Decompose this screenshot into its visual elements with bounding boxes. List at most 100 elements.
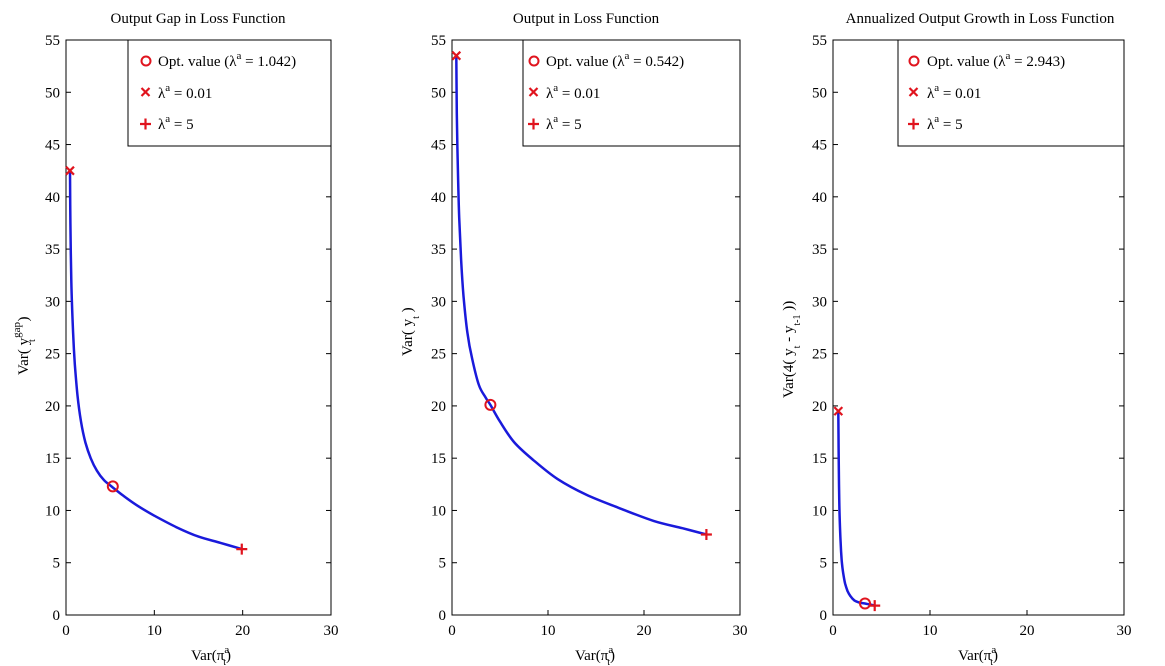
legend: Opt. value (λa = 2.943) λa = 0.01 λa = 5 bbox=[897, 39, 1125, 147]
x-tick-label: 30 bbox=[733, 623, 748, 639]
y-tick-label: 0 bbox=[53, 608, 61, 624]
legend-low: λa = 0.01 bbox=[528, 82, 600, 102]
y-tick-label: 5 bbox=[53, 556, 61, 572]
y-tick-label: 25 bbox=[812, 347, 827, 363]
high-lambda-marker bbox=[869, 600, 881, 612]
circle-marker-icon bbox=[528, 55, 540, 67]
legend-label-opt: Opt. value (λa = 2.943) bbox=[927, 50, 1065, 70]
panel-annualized-output-growth: Annualized Output Growth in Loss Functio… bbox=[781, 11, 1132, 666]
y-tick-label: 50 bbox=[431, 85, 446, 101]
y-tick-label: 20 bbox=[45, 399, 60, 415]
axes: 0 10 20 30 0 5 10 15 20 25 30 35 40 45 50 55 bbox=[45, 33, 339, 639]
y-tick-label: 10 bbox=[45, 503, 60, 519]
y-tick-label: 45 bbox=[431, 138, 446, 154]
y-tick-label: 5 bbox=[439, 556, 447, 572]
y-tick-label: 35 bbox=[45, 242, 60, 258]
x-axis-label: Var(πa t) bbox=[958, 644, 998, 666]
panel-output: Output in Loss Function 0 10 20 30 0 5 10 15 20 2… bbox=[400, 11, 748, 666]
legend-label-opt: Opt. value (λa = 1.042) bbox=[158, 50, 296, 70]
legend: Opt. value (λa = 0.542) λa = 0.01 λa = 5 bbox=[522, 39, 741, 147]
x-tick-label: 20 bbox=[1020, 623, 1035, 639]
legend-box bbox=[522, 39, 741, 147]
y-axis-label: Var( yt ) bbox=[400, 307, 422, 356]
low-lambda-marker bbox=[833, 406, 844, 416]
y-tick-label: 30 bbox=[812, 294, 827, 310]
high-lambda-marker bbox=[236, 543, 248, 555]
axes: 0 10 20 30 0 5 10 15 20 25 30 35 40 45 50 55 bbox=[431, 33, 748, 639]
legend-opt: Opt. value (λa = 0.542) bbox=[528, 50, 684, 70]
y-tick-label: 40 bbox=[45, 190, 60, 206]
legend-high: λa = 5 bbox=[140, 113, 194, 133]
y-tick-label: 0 bbox=[820, 608, 828, 624]
frontier-curve bbox=[837, 411, 876, 607]
circle-marker-icon bbox=[908, 55, 920, 67]
plus-marker-icon bbox=[140, 118, 151, 130]
legend-label-high: λa = 5 bbox=[158, 113, 194, 133]
x-tick-label: 10 bbox=[541, 623, 556, 639]
low-lambda-marker bbox=[451, 50, 462, 61]
x-marker-icon bbox=[528, 87, 539, 97]
x-tick-label: 0 bbox=[448, 623, 456, 639]
y-tick-label: 20 bbox=[812, 399, 827, 415]
x-tick-label: 20 bbox=[235, 623, 250, 639]
legend-label-opt: Opt. value (λa = 0.542) bbox=[546, 50, 684, 70]
x-axis-label: Var(πa t) bbox=[191, 644, 231, 666]
y-axis-label: Var(4( yt - yt-1 )) bbox=[781, 301, 803, 398]
y-axis-label: Var( ygapt ) bbox=[11, 317, 38, 376]
y-tick-label: 55 bbox=[431, 33, 446, 49]
high-lambda-marker bbox=[700, 529, 712, 540]
x-tick-label: 10 bbox=[147, 623, 162, 639]
circle-marker-icon bbox=[140, 55, 152, 67]
legend-box bbox=[897, 39, 1125, 147]
y-tick-label: 30 bbox=[45, 294, 60, 310]
y-tick-label: 35 bbox=[812, 242, 827, 258]
y-tick-label: 55 bbox=[45, 33, 60, 49]
chart-title: Output in Loss Function bbox=[513, 11, 660, 27]
opt-marker bbox=[859, 597, 872, 610]
y-tick-label: 15 bbox=[431, 451, 446, 467]
panel-output-gap: Output Gap in Loss Function 0 10 20 30 0 5 10 1… bbox=[11, 11, 339, 666]
chart-title: Output Gap in Loss Function bbox=[111, 11, 286, 27]
y-tick-label: 30 bbox=[431, 294, 446, 310]
legend-box bbox=[127, 39, 332, 147]
x-tick-label: 30 bbox=[1117, 623, 1132, 639]
axes: 0 10 20 30 0 5 10 15 20 25 30 35 40 45 50 55 bbox=[812, 33, 1132, 639]
y-tick-label: 10 bbox=[431, 503, 446, 519]
y-tick-label: 50 bbox=[812, 85, 827, 101]
y-tick-label: 5 bbox=[820, 556, 828, 572]
x-tick-label: 10 bbox=[923, 623, 938, 639]
y-tick-label: 25 bbox=[431, 347, 446, 363]
x-marker-icon bbox=[908, 87, 919, 97]
y-tick-label: 25 bbox=[45, 347, 60, 363]
x-tick-label: 20 bbox=[637, 623, 652, 639]
legend-opt: Opt. value (λa = 2.943) bbox=[908, 50, 1065, 70]
x-tick-label: 30 bbox=[324, 623, 339, 639]
frontier-curve bbox=[68, 170, 243, 551]
legend-low: λa = 0.01 bbox=[140, 82, 212, 102]
chart-title: Annualized Output Growth in Loss Functio… bbox=[846, 11, 1115, 27]
frontier-markers bbox=[65, 165, 248, 555]
low-lambda-marker bbox=[65, 165, 75, 176]
y-tick-label: 55 bbox=[812, 33, 827, 49]
legend-opt: Opt. value (λa = 1.042) bbox=[140, 50, 296, 70]
x-axis-label: Var(πa t) bbox=[575, 644, 615, 666]
x-marker-icon bbox=[140, 87, 151, 97]
y-tick-label: 40 bbox=[812, 190, 827, 206]
y-tick-label: 35 bbox=[431, 242, 446, 258]
y-tick-label: 10 bbox=[812, 503, 827, 519]
plus-marker-icon bbox=[528, 118, 539, 130]
legend-label-low: λa = 0.01 bbox=[927, 82, 981, 102]
legend-label-low: λa = 0.01 bbox=[546, 82, 600, 102]
y-tick-label: 20 bbox=[431, 399, 446, 415]
x-tick-label: 0 bbox=[829, 623, 837, 639]
opt-marker bbox=[106, 480, 119, 493]
legend-label-low: λa = 0.01 bbox=[158, 82, 212, 102]
y-tick-label: 50 bbox=[45, 85, 60, 101]
y-tick-label: 40 bbox=[431, 190, 446, 206]
frontier-markers bbox=[833, 406, 881, 612]
y-tick-label: 15 bbox=[812, 451, 827, 467]
y-tick-label: 0 bbox=[439, 608, 447, 624]
legend-low: λa = 0.01 bbox=[908, 82, 981, 102]
legend: Opt. value (λa = 1.042) λa = 0.01 λa = 5 bbox=[127, 39, 332, 147]
